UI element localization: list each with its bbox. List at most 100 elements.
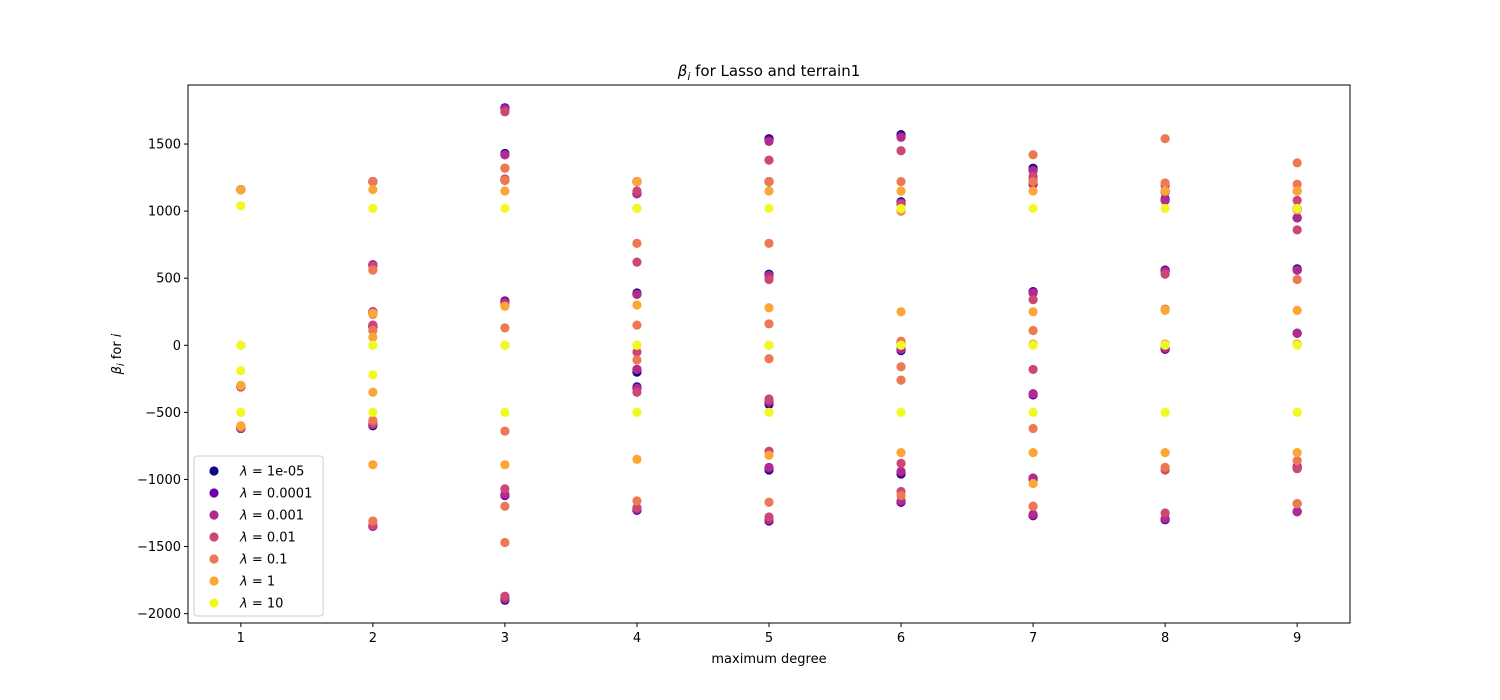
legend-lambda: λ xyxy=(239,465,248,480)
data-point xyxy=(632,355,642,365)
data-point xyxy=(1292,305,1302,315)
data-point xyxy=(1028,176,1038,187)
legend-label: λ = 0.001 xyxy=(239,509,304,524)
data-point xyxy=(764,203,774,214)
data-point xyxy=(500,340,510,350)
data-point xyxy=(500,203,510,214)
data-point xyxy=(1028,388,1038,399)
data-point xyxy=(896,146,906,156)
x-tick-label: 1 xyxy=(237,631,245,646)
data-point xyxy=(1160,508,1170,518)
legend-label: λ = 1e-05 xyxy=(239,465,304,480)
x-tick-label: 5 xyxy=(765,631,773,646)
y-tick-label: 500 xyxy=(156,272,181,287)
data-point xyxy=(368,460,378,470)
data-point xyxy=(1292,464,1302,474)
data-point xyxy=(1292,448,1302,458)
data-point xyxy=(1028,203,1038,214)
data-point xyxy=(1292,225,1302,235)
data-point xyxy=(236,380,246,391)
legend-box xyxy=(193,455,324,617)
data-point xyxy=(1028,478,1038,489)
data-point xyxy=(500,407,510,417)
legend-value: = 0.1 xyxy=(248,553,288,568)
legend-value: = 0.001 xyxy=(248,509,304,524)
data-point xyxy=(236,407,246,417)
data-point xyxy=(368,308,378,318)
y-tick-label: −2000 xyxy=(137,607,181,622)
data-point xyxy=(500,460,510,470)
y-tick-label: −1000 xyxy=(137,473,181,488)
data-point xyxy=(368,185,378,195)
data-point xyxy=(500,186,510,196)
data-point xyxy=(1160,269,1170,279)
ylabel-text: for xyxy=(110,337,125,363)
x-tick-label: 7 xyxy=(1029,631,1037,646)
data-point xyxy=(1028,307,1038,317)
x-tick-label: 8 xyxy=(1161,631,1169,646)
data-point xyxy=(896,203,906,214)
data-point xyxy=(1028,340,1038,350)
y-tick-label: 1000 xyxy=(148,205,181,220)
legend-marker xyxy=(209,554,219,564)
data-point xyxy=(632,387,642,397)
data-point xyxy=(632,203,642,214)
data-point xyxy=(500,426,510,436)
data-point xyxy=(632,300,642,310)
legend-marker xyxy=(209,488,219,498)
data-point xyxy=(1028,186,1038,196)
ylabel-subscript: i xyxy=(116,363,127,366)
data-point xyxy=(896,307,906,317)
data-point xyxy=(764,450,774,460)
legend-value: = 0.0001 xyxy=(248,487,313,502)
data-point xyxy=(1160,407,1170,417)
data-point xyxy=(896,466,906,476)
data-point xyxy=(632,289,642,299)
data-point xyxy=(500,163,510,173)
data-point xyxy=(1028,509,1038,519)
data-point xyxy=(896,448,906,458)
data-point xyxy=(1292,195,1302,205)
data-point xyxy=(632,364,642,375)
y-axis: −2000 −1500 −1000 −500 0 500 1000 1500 xyxy=(137,138,188,622)
data-point xyxy=(500,323,510,333)
data-point xyxy=(368,516,378,526)
data-point xyxy=(764,340,774,350)
data-point xyxy=(1292,407,1302,417)
legend-lambda: λ xyxy=(239,531,248,546)
data-point xyxy=(1292,456,1302,466)
data-point xyxy=(1160,195,1170,205)
data-point xyxy=(632,503,642,513)
data-point xyxy=(764,176,774,187)
legend-marker xyxy=(209,576,219,586)
data-point xyxy=(896,362,906,372)
data-point xyxy=(500,484,510,494)
data-point xyxy=(1292,213,1302,223)
legend-label: λ = 1 xyxy=(239,575,275,590)
y-tick-label: −1500 xyxy=(137,540,181,555)
ylabel-index: i xyxy=(110,333,125,337)
legend-marker xyxy=(209,532,219,542)
data-point xyxy=(1160,186,1170,196)
data-point xyxy=(500,150,510,160)
plot-area xyxy=(236,103,1302,605)
data-point xyxy=(500,591,510,601)
data-point xyxy=(1028,501,1038,511)
data-point xyxy=(764,136,774,146)
data-point xyxy=(632,320,642,330)
data-point xyxy=(764,512,774,522)
data-point xyxy=(1028,423,1038,434)
data-point xyxy=(1160,448,1170,458)
y-tick-label: −500 xyxy=(145,406,181,421)
data-point xyxy=(896,176,906,187)
data-point xyxy=(368,325,378,336)
title-subscript: i xyxy=(687,70,690,83)
legend-value: = 1 xyxy=(248,575,275,590)
data-point xyxy=(368,265,378,275)
data-point xyxy=(632,186,642,196)
data-point xyxy=(368,407,378,417)
data-point xyxy=(500,501,510,511)
